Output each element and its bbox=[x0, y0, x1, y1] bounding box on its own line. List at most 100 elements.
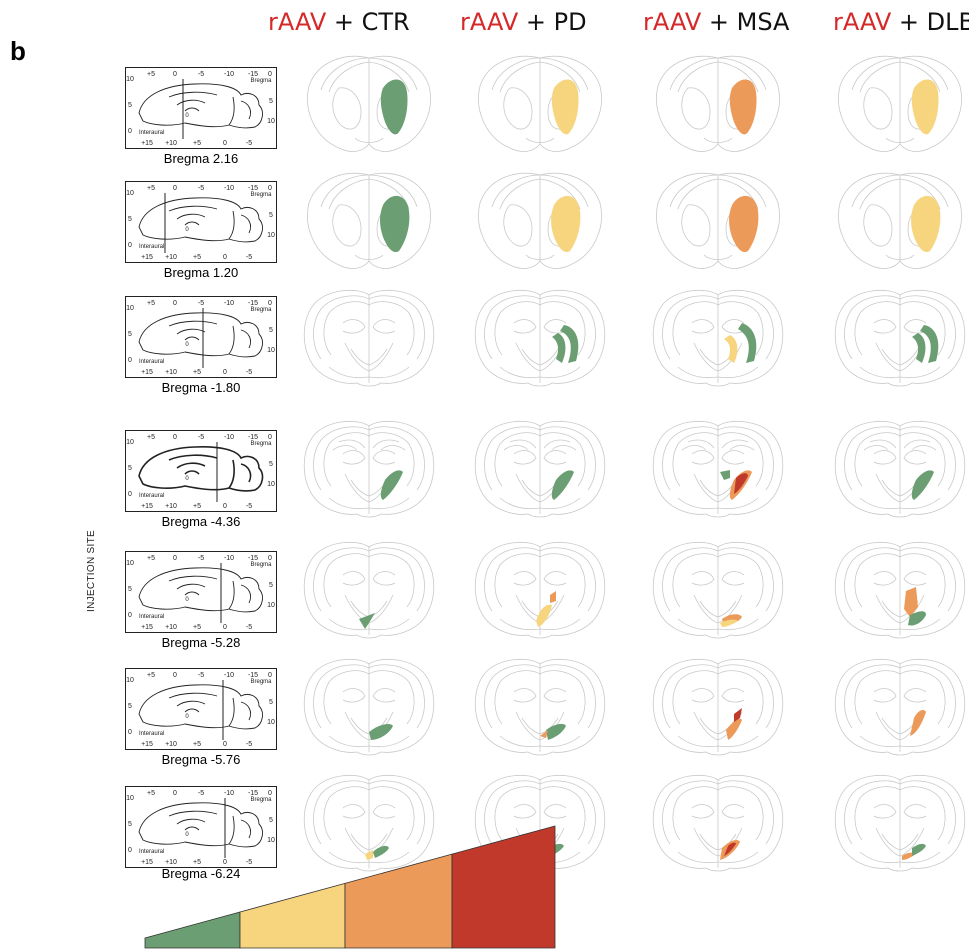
atlas-interaural-word: Interaural bbox=[139, 359, 164, 365]
atlas-top-tick: -15 bbox=[248, 300, 258, 307]
coronal-section bbox=[303, 658, 435, 756]
lesion-region bbox=[373, 845, 389, 858]
atlas-top-tick: 0 bbox=[173, 71, 177, 78]
atlas-top-tick: -15 bbox=[248, 672, 258, 679]
coronal-section-outline bbox=[303, 289, 435, 387]
coronal-section bbox=[834, 289, 966, 387]
atlas-origin-mark: 0 bbox=[185, 342, 189, 348]
coronal-section-outline bbox=[474, 658, 606, 756]
atlas-bottom-tick: -5 bbox=[246, 741, 252, 748]
atlas-bottom-tick: 0 bbox=[223, 369, 227, 376]
coronal-section bbox=[307, 55, 431, 152]
coronal-section bbox=[303, 541, 435, 639]
atlas-interaural-word: Interaural bbox=[139, 614, 164, 620]
coronal-section bbox=[652, 774, 784, 872]
atlas-top-tick: -10 bbox=[224, 672, 234, 679]
atlas-interaural-word: Interaural bbox=[139, 849, 164, 855]
atlas-right-tick: 5 bbox=[269, 98, 273, 105]
coronal-section bbox=[474, 541, 606, 639]
lesion-region bbox=[369, 724, 393, 740]
atlas-bottom-tick: +10 bbox=[165, 624, 177, 631]
column-header-2: rAAV + PD bbox=[460, 8, 587, 36]
atlas-bottom-tick: +15 bbox=[141, 741, 153, 748]
lesion-region bbox=[380, 470, 403, 500]
lesion-region bbox=[365, 850, 373, 860]
coronal-section bbox=[838, 55, 962, 152]
lesion-region bbox=[724, 335, 738, 363]
atlas-left-tick: 5 bbox=[128, 821, 132, 828]
atlas-top-tick: -10 bbox=[224, 71, 234, 78]
atlas-left-tick: 0 bbox=[128, 491, 132, 498]
atlas-bottom-tick: +15 bbox=[141, 624, 153, 631]
column-header-vector: rAAV bbox=[833, 8, 892, 36]
atlas-bottom-tick: +15 bbox=[141, 254, 153, 261]
atlas-bregma-word: Bregma bbox=[250, 192, 272, 198]
atlas-right-tick: 5 bbox=[269, 327, 273, 334]
coronal-section bbox=[474, 420, 606, 518]
atlas-bottom-tick: -5 bbox=[246, 624, 252, 631]
atlas-top-tick: +5 bbox=[147, 790, 155, 797]
coronal-section bbox=[838, 172, 962, 269]
atlas-bregma-word: Bregma bbox=[250, 679, 272, 685]
atlas-bottom-tick: 0 bbox=[223, 624, 227, 631]
atlas-interaural-word: Interaural bbox=[139, 731, 164, 737]
sagittal-brain-outline bbox=[138, 567, 263, 613]
atlas-right-tick: 10 bbox=[267, 481, 275, 488]
lesion-region bbox=[729, 79, 757, 135]
atlas-top-tick: -15 bbox=[248, 555, 258, 562]
lesion-region bbox=[724, 842, 736, 856]
atlas-interaural-word: Interaural bbox=[139, 244, 164, 250]
column-header-condition: + CTR bbox=[326, 8, 410, 36]
coronal-section bbox=[656, 55, 780, 152]
atlas-top-tick: -5 bbox=[198, 555, 204, 562]
coronal-section bbox=[652, 289, 784, 387]
atlas-left-tick: 0 bbox=[128, 612, 132, 619]
atlas-top-tick: 0 bbox=[268, 555, 272, 562]
sagittal-brain-outline bbox=[138, 802, 263, 848]
coronal-section-outline bbox=[652, 774, 784, 872]
atlas-top-tick: 0 bbox=[173, 434, 177, 441]
coronal-section bbox=[474, 289, 606, 387]
atlas-top-tick: 0 bbox=[268, 434, 272, 441]
bregma-level-label: Bregma -4.36 bbox=[161, 514, 241, 529]
atlas-bottom-tick: -5 bbox=[246, 859, 252, 866]
lesion-region bbox=[910, 710, 926, 736]
atlas-top-tick: +5 bbox=[147, 300, 155, 307]
coronal-section bbox=[834, 420, 966, 518]
atlas-top-tick: 0 bbox=[173, 555, 177, 562]
atlas-left-tick: 0 bbox=[128, 729, 132, 736]
atlas-bottom-tick: 0 bbox=[223, 741, 227, 748]
atlas-left-tick: 5 bbox=[128, 465, 132, 472]
atlas-bottom-tick: +5 bbox=[193, 254, 201, 261]
atlas-left-tick: 10 bbox=[126, 439, 134, 446]
lesion-region bbox=[536, 604, 552, 627]
lesion-region bbox=[380, 195, 410, 253]
atlas-top-tick: +5 bbox=[147, 672, 155, 679]
atlas-interaural-word: Interaural bbox=[139, 130, 164, 136]
coronal-section-outline bbox=[652, 541, 784, 639]
gradient-segment bbox=[451, 825, 556, 949]
atlas-origin-mark: 0 bbox=[185, 113, 189, 119]
atlas-top-tick: 0 bbox=[268, 300, 272, 307]
gradient-segment bbox=[239, 882, 346, 949]
atlas-right-tick: 10 bbox=[267, 602, 275, 609]
atlas-left-tick: 0 bbox=[128, 242, 132, 249]
coronal-section-outline bbox=[474, 420, 606, 518]
coronal-section bbox=[474, 658, 606, 756]
lesion-region bbox=[911, 195, 941, 253]
atlas-bottom-tick: 0 bbox=[223, 503, 227, 510]
sagittal-brain-outline bbox=[138, 197, 263, 243]
atlas-bottom-tick: -5 bbox=[246, 140, 252, 147]
coronal-section bbox=[303, 774, 435, 872]
coronal-section bbox=[834, 658, 966, 756]
coronal-section bbox=[834, 541, 966, 639]
atlas-bottom-tick: +5 bbox=[193, 140, 201, 147]
atlas-top-tick: -15 bbox=[248, 434, 258, 441]
atlas-top-tick: -10 bbox=[224, 434, 234, 441]
lesion-region bbox=[551, 195, 581, 253]
coronal-section bbox=[307, 172, 431, 269]
atlas-top-tick: 0 bbox=[268, 672, 272, 679]
